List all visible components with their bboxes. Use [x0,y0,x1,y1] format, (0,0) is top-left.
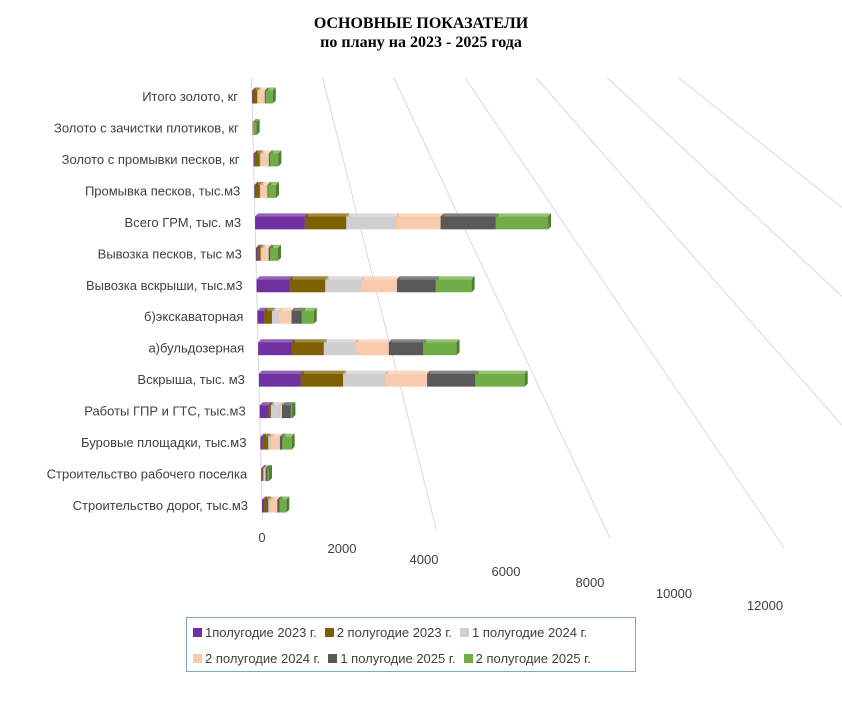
category-label: Вскрыша, тыс. м3 [137,372,245,387]
category-label: Всего ГРМ, тыс. м3 [125,215,242,230]
bar-segment [300,370,347,387]
legend-swatch [328,654,338,663]
x-tick-label: 8000 [576,575,605,590]
bar-segment [282,433,295,450]
bar-segment [258,339,295,356]
legend-swatch [463,654,473,663]
legend-row: 2 полугодие 2024 г. 1 полугодие 2025 г. 2 … [193,651,599,666]
legend-entry: 2 полугодие 2024 г. [193,651,320,666]
legend-swatch [324,628,334,637]
category-label: Буровые площадки, тыс.м3 [81,435,246,450]
x-grid-line [393,77,611,539]
category-labels: Итого золото, кг Золото с зачистки плотик… [47,89,248,513]
bar-segment [268,181,280,198]
legend-swatch [193,628,202,637]
category-label: а)бульдозерная [148,341,244,356]
category-label: Золото с зачистки плотиков, кг [54,120,239,135]
x-grid-line [251,77,263,521]
x-tick-label: 4000 [410,552,439,567]
chart-subtitle: по плану на 2023 - 2025 года [320,34,522,51]
legend-row: 1полугодие 2023 г. 2 полугодие 2023 г. 1 п… [193,625,595,640]
bar-segment [396,213,444,230]
chart-title: ОСНОВНЫЕ ПОКАЗАТЕЛИ по плану на 2023 - 2… [0,14,842,52]
legend-label: 2 полугодие 2024 г. [205,651,321,666]
x-grid-line [607,77,842,297]
legend-entry: 1 полугодие 2025 г. [328,651,456,666]
legend-entry: 1 полугодие 2024 г. [460,625,587,640]
bar-segment [279,496,290,513]
legend-label: 2 полугодие 2025 г. [475,651,591,666]
bar-segment [267,465,272,482]
x-grid-line [322,77,437,530]
legend-label: 1 полугодие 2025 г. [340,651,456,666]
category-label: Промывка песков, тыс.м3 [85,183,240,198]
bar-segment [304,213,350,230]
bar-segment [440,213,499,230]
bar-segment [495,213,552,230]
bar-segment [270,244,281,261]
bar-segment [361,276,400,293]
bar-segment [301,307,317,324]
bar-segment [423,339,460,356]
category-label: Работы ГПР и ГТС, тыс.м3 [84,404,245,419]
chart-legend: 1полугодие 2023 г. 2 полугодие 2023 г. 1 п… [186,617,636,672]
legend-label: 2 полугодие 2023 г. [336,625,452,640]
bar-segment [343,370,388,387]
grid-lines [251,77,842,548]
bar-segment [255,213,308,230]
x-grid-line [464,77,785,548]
bar-segment [384,370,431,387]
legend-label: 1 полугодие 2024 г. [472,625,588,640]
legend-entry: 1полугодие 2023 г. [193,625,317,640]
bar-segment [388,339,427,356]
x-tick-labels: 0 2000 4000 6000 8000 10000 12000 [258,530,783,613]
bar-segment [290,402,296,419]
category-label: Золото с промывки песков, кг [62,152,240,167]
x-tick-label: 10000 [656,586,692,601]
legend-label: 1полугодие 2023 г. [205,625,317,640]
bar-segment [253,118,260,135]
bar-segment [258,370,304,387]
x-tick-label: 12000 [747,598,783,613]
category-label: Вывозка вскрыши, тыс.м3 [86,278,243,293]
category-label: б)экскаваторная [144,309,243,324]
bar-segment [435,276,475,293]
x-tick-label: 0 [258,530,265,545]
bar-segment [269,150,282,167]
category-label: Строительство рабочего поселка [47,467,248,482]
legend-entry: 2 полугодие 2025 г. [463,651,591,666]
legend-entry: 2 полугодие 2023 г. [324,625,452,640]
chart-title-main: ОСНОВНЫЕ ПОКАЗАТЕЛИ [313,15,529,32]
x-grid-line [535,77,842,426]
bar-segment [346,213,400,230]
x-tick-label: 2000 [328,541,357,556]
bar-segment [291,339,327,356]
x-grid-line [678,77,842,209]
legend-swatch [193,654,202,663]
bar-segment [355,339,392,356]
bar-segment [256,276,293,293]
legend-swatch [460,628,469,637]
category-label: Итого золото, кг [142,89,238,104]
bar-segment [265,87,276,104]
bar-segment [323,339,359,356]
category-label: Строительство дорог, тыс.м3 [73,498,248,513]
bar-segment [475,370,528,387]
bar-segment [289,276,329,293]
x-tick-label: 6000 [492,564,521,579]
bar-segment [427,370,479,387]
category-label: Вывозка песков, тыс м3 [98,246,242,261]
bars [252,87,552,513]
bar-segment [396,276,439,293]
bar-segment [325,276,365,293]
